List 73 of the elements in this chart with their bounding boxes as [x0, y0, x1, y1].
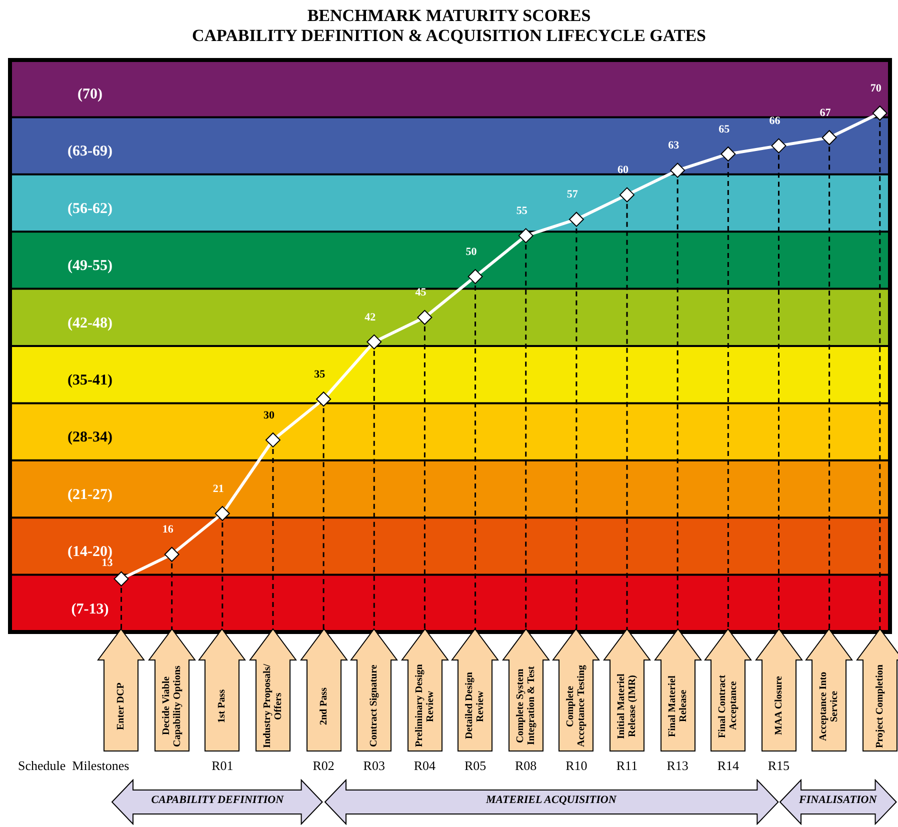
x-tick-label: Contract Signature [368, 664, 381, 750]
x-tick-label: Final Contract Acceptance [716, 673, 740, 740]
band-label: (7-13) [71, 601, 109, 618]
point [620, 187, 635, 202]
x-tick-label: 2nd Pass [317, 686, 330, 727]
text: R11 [615, 758, 639, 774]
point [720, 146, 736, 162]
band-label: (35-41) [68, 372, 112, 388]
point [518, 228, 534, 244]
data-label: 21 [212, 482, 224, 495]
data-label: 55 [516, 205, 528, 218]
text: R15 [766, 758, 791, 774]
text: R13 [666, 758, 690, 774]
x-tick-label: MAA Closure [772, 675, 786, 738]
point [316, 392, 332, 407]
x-tick-label: Project Completion [873, 663, 886, 750]
text: R03 [362, 758, 386, 774]
band-label: (63-69) [68, 144, 112, 160]
x-tick-label: 1st Pass [216, 688, 229, 725]
x-tick-label: Complete System Integration & Test [514, 665, 538, 748]
data-label: 57 [566, 188, 578, 201]
point [568, 212, 584, 227]
point [366, 334, 382, 350]
x-tick-label: Industry Proposals/ Offers [260, 663, 285, 750]
point [417, 310, 432, 325]
data-label: 30 [263, 409, 275, 422]
point [468, 269, 483, 284]
data-label: 60 [618, 164, 630, 176]
text: Schedule Milestones [18, 758, 130, 774]
band-label: (49-55) [68, 258, 112, 274]
data-label: 70 [870, 82, 882, 94]
text: R05 [463, 758, 488, 774]
text: CAPABILITY DEFINITION [150, 794, 285, 806]
point [164, 546, 180, 562]
point [670, 162, 686, 178]
chart-subtitle: CAPABILITY DEFINITION & ACQUISITION LIFECYCLE GATES [190, 26, 708, 46]
text: FINALISATION [798, 794, 878, 806]
band-label: (42-48) [68, 315, 112, 332]
point [872, 106, 888, 121]
text: R10 [564, 758, 588, 774]
x-tick-label: Acceptance Into Service [817, 670, 842, 743]
band-label: (21-27) [68, 486, 112, 503]
text: R01 [210, 758, 234, 774]
band-label: (28-34) [68, 430, 112, 446]
x-tick-label: Decide Viable Capability Options [160, 664, 184, 749]
x-tick-label: Detailed Design Review [463, 671, 488, 742]
text: R14 [716, 758, 740, 774]
x-tick-label: Preliminary Design Review [412, 663, 437, 750]
data-label: 67 [820, 106, 832, 119]
text: MATERIEL ACQUISITION [484, 794, 618, 806]
point [214, 506, 230, 522]
point [822, 130, 837, 146]
x-tick-label: Complete Acceptance Testing [564, 664, 588, 749]
point [265, 432, 280, 448]
chart-title: BENCHMARK MATURITY SCORES [306, 6, 592, 26]
point [771, 138, 786, 154]
band-label: (70) [78, 86, 102, 102]
data-label: 42 [364, 311, 376, 324]
x-tick-label: Enter DCP [114, 681, 128, 732]
x-tick-label: Initial Materiel Release (IMR) [615, 672, 639, 741]
text: R02 [312, 758, 336, 774]
data-label: 63 [668, 140, 680, 152]
x-tick-label: Final Materiel Release [666, 674, 690, 739]
text: R08 [514, 758, 538, 774]
data-label: 65 [718, 123, 730, 136]
point [114, 571, 129, 586]
band-label: (56-62) [68, 200, 112, 217]
data-label: 16 [162, 524, 174, 536]
data-label: 45 [415, 286, 427, 299]
data-label: 35 [314, 368, 326, 380]
text: R04 [412, 758, 437, 774]
data-label: 50 [466, 246, 478, 258]
data-label: 66 [769, 115, 781, 128]
